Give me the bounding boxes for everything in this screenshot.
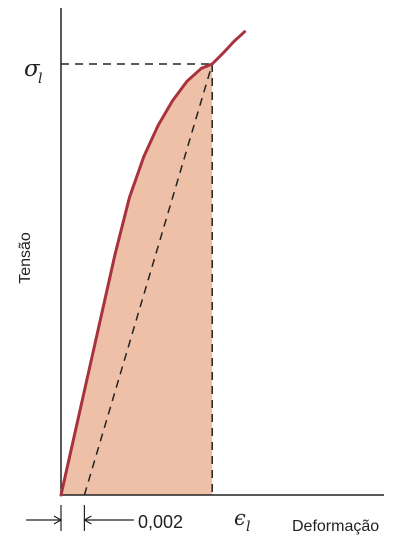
yield-strain-symbol: ϵ xyxy=(234,506,246,530)
offset-line xyxy=(83,63,213,496)
yield-strain-subscript: l xyxy=(246,519,250,535)
yield-stress-symbol: σ xyxy=(24,56,41,82)
offset-value-label: 0,002 xyxy=(138,512,183,532)
shaded-area xyxy=(61,64,213,495)
yield-stress-subscript: l xyxy=(38,71,42,87)
stress-strain-curve xyxy=(59,30,247,497)
offset-arrowhead-left xyxy=(53,515,63,525)
yield-stress-label: σ l xyxy=(24,56,42,87)
y-axis-label: Tensão xyxy=(17,232,34,284)
yield-strain-label: ϵ l xyxy=(234,506,250,535)
offset-marker xyxy=(26,505,134,531)
offset-arrowhead-right xyxy=(83,515,92,525)
x-axis-label: Deformação xyxy=(292,518,379,535)
